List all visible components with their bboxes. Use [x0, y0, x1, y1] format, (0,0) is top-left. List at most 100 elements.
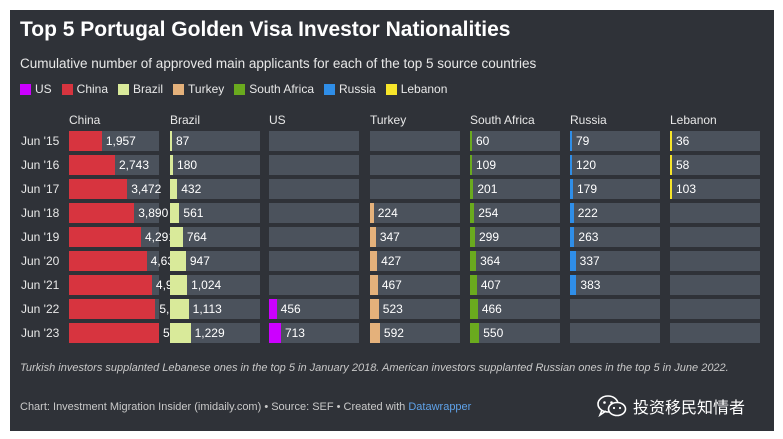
bar-south-africa	[470, 251, 477, 271]
table-cell: 1,113	[170, 299, 260, 319]
bar-china	[69, 203, 135, 223]
data-label: 1,229	[194, 326, 225, 340]
bar-south-africa	[470, 323, 480, 343]
row-label: Jun '16	[21, 158, 60, 172]
table-cell	[670, 227, 760, 247]
row-label: Jun '21	[21, 278, 60, 292]
bar-turkey	[370, 299, 379, 319]
data-label: 427	[381, 254, 402, 268]
table-cell: 337	[570, 251, 660, 271]
bar-lebanon	[670, 131, 672, 151]
table-cell: 467	[370, 275, 460, 295]
data-label: 456	[280, 302, 301, 316]
data-label: 467	[381, 278, 402, 292]
legend-swatch	[61, 83, 73, 95]
data-label: 87	[176, 134, 190, 148]
column-header-lebanon: Lebanon	[670, 113, 717, 127]
legend-item-us: US	[20, 82, 52, 96]
table-cell: 2,743	[69, 155, 159, 175]
data-label: 103	[676, 182, 697, 196]
data-label: 337	[579, 254, 600, 268]
bar-russia	[570, 131, 572, 151]
bar-turkey	[370, 251, 378, 271]
data-label: 3,472	[131, 182, 162, 196]
footnote: Turkish investors supplanted Lebanese on…	[20, 362, 729, 374]
table-cell: 4,291	[69, 227, 175, 247]
bar-us	[269, 299, 277, 319]
data-label: 364	[480, 254, 501, 268]
row-label: Jun '18	[21, 206, 60, 220]
bar-china	[69, 299, 156, 319]
data-label: 383	[580, 278, 601, 292]
table-cell: 254	[470, 203, 560, 223]
legend-item-lebanon: Lebanon	[385, 82, 447, 96]
bar-russia	[570, 227, 575, 247]
bar-brazil	[170, 203, 180, 223]
legend: US China Brazil Turkey South Africa Russia Leb…	[20, 82, 457, 96]
data-label: 3,890	[138, 206, 169, 220]
column-header-turkey: Turkey	[370, 113, 407, 127]
table-cell: 4,631	[69, 251, 181, 271]
table-cell	[670, 299, 760, 319]
legend-swatch	[324, 83, 335, 95]
table-cell	[269, 227, 359, 247]
data-label: 58	[676, 158, 690, 172]
bar-china	[69, 179, 128, 199]
table-cell: 201	[470, 179, 560, 199]
table-cell: 550	[470, 323, 560, 343]
data-label: 1,113	[192, 302, 222, 316]
data-label: 550	[483, 326, 504, 340]
legend-label: Brazil	[133, 82, 164, 96]
bar-brazil	[170, 299, 189, 319]
bar-russia	[570, 251, 576, 271]
legend-item-russia: Russia	[324, 82, 376, 96]
chart-grid: China Brazil US Turkey South Africa Russia Leb…	[10, 10, 774, 350]
column-header-south-africa: South Africa	[470, 113, 535, 127]
bar-south-africa	[470, 179, 474, 199]
data-label: 60	[476, 134, 490, 148]
data-label: 299	[479, 230, 500, 244]
bar-russia	[570, 179, 573, 199]
credit-text: Chart: Investment Migration Insider (imi…	[20, 401, 406, 413]
table-cell	[670, 251, 760, 271]
bar-turkey	[370, 227, 376, 247]
data-label: 222	[577, 206, 598, 220]
table-cell: 713	[269, 323, 359, 343]
bar-turkey	[370, 275, 378, 295]
legend-item-turkey: Turkey	[173, 82, 224, 96]
table-cell: 179	[570, 179, 660, 199]
table-cell: 120	[570, 155, 660, 175]
chart-subtitle: Cumulative number of approved main appli…	[20, 56, 537, 71]
row-label: Jun '22	[21, 302, 60, 316]
table-cell	[670, 323, 760, 343]
chart-card: Top 5 Portugal Golden Visa Investor Nati…	[10, 10, 774, 431]
table-cell	[269, 275, 359, 295]
watermark-text: 投资移民知情者	[633, 400, 746, 417]
wechat-icon	[597, 395, 627, 418]
bar-brazil	[170, 155, 174, 175]
legend-label: Turkey	[188, 82, 225, 96]
bar-brazil	[170, 323, 191, 343]
bar-brazil	[170, 179, 178, 199]
table-cell: 103	[670, 179, 760, 199]
table-cell: 764	[170, 227, 260, 247]
bar-south-africa	[470, 155, 472, 175]
table-cell	[670, 275, 760, 295]
table-cell: 224	[370, 203, 460, 223]
datawrapper-link[interactable]: Datawrapper	[408, 401, 472, 413]
table-cell: 3,890	[69, 203, 168, 223]
legend-swatch	[385, 83, 397, 95]
table-cell: 364	[470, 251, 560, 271]
bar-brazil	[170, 275, 188, 295]
table-cell	[570, 323, 660, 343]
table-cell: 5,366	[69, 323, 193, 343]
bar-turkey	[370, 203, 374, 223]
data-label: 263	[578, 230, 599, 244]
table-cell: 561	[170, 203, 260, 223]
table-cell	[269, 179, 359, 199]
table-cell: 466	[470, 299, 560, 319]
table-cell: 1,957	[69, 131, 159, 151]
data-label: 109	[476, 158, 497, 172]
table-cell: 947	[170, 251, 260, 271]
data-label: 592	[383, 326, 404, 340]
